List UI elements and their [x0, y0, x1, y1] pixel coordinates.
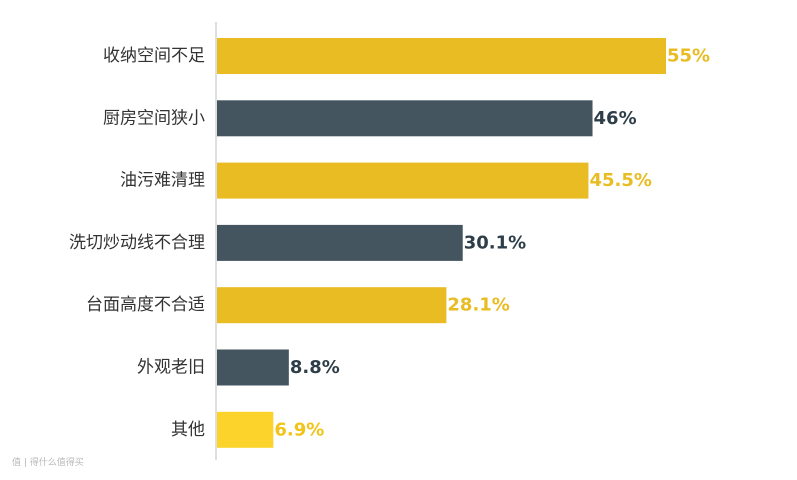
value-label-1: 55%	[667, 46, 710, 67]
bar-5	[217, 287, 447, 324]
value-label-4: 30.1%	[464, 232, 526, 253]
category-label-7: 其他	[171, 420, 205, 440]
bar-7	[217, 411, 274, 448]
category-label-4: 洗切炒动线不合理	[69, 233, 205, 253]
bar-4	[217, 224, 463, 261]
value-label-6: 8.8%	[290, 357, 340, 378]
bar-1	[217, 38, 666, 74]
bar-6	[217, 349, 289, 386]
category-label-5: 台面高度不合适	[86, 295, 205, 315]
value-label-5: 28.1%	[447, 295, 509, 316]
category-label-6: 外观老旧	[137, 358, 205, 378]
category-label-3: 油污难清理	[120, 171, 205, 191]
watermark-text: 值 | 得什么值得买	[12, 458, 84, 468]
value-labels-group: 55% 46% 45.5% 30.1% 28.1% 8.8% 6.9%	[274, 46, 710, 441]
bar-2	[217, 100, 593, 137]
category-label-2: 厨房空间狭小	[103, 108, 205, 128]
bars-group	[217, 38, 666, 448]
value-label-7: 6.9%	[274, 419, 324, 440]
value-label-3: 45.5%	[589, 170, 651, 191]
category-label-1: 收纳空间不足	[103, 46, 205, 66]
value-label-2: 46%	[594, 108, 637, 129]
bar-3	[217, 162, 589, 199]
